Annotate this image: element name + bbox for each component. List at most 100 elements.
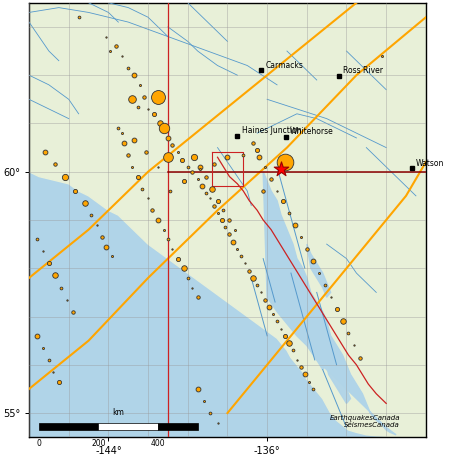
Text: 400: 400 xyxy=(151,439,165,448)
Point xyxy=(214,419,221,426)
Point xyxy=(268,175,275,183)
Point xyxy=(154,163,162,171)
Point xyxy=(293,356,300,364)
Point xyxy=(139,185,146,192)
Point xyxy=(240,151,247,158)
Polygon shape xyxy=(297,307,327,369)
Point xyxy=(327,294,334,301)
Point xyxy=(174,149,181,156)
Point xyxy=(33,235,40,243)
Point xyxy=(141,93,148,101)
Point xyxy=(145,195,152,202)
Polygon shape xyxy=(263,172,396,435)
Point xyxy=(160,124,167,132)
FancyBboxPatch shape xyxy=(39,423,98,431)
Point xyxy=(214,209,221,216)
Point xyxy=(115,124,122,132)
Text: 0: 0 xyxy=(36,439,41,448)
Point xyxy=(61,173,68,180)
Point xyxy=(113,43,120,50)
Point xyxy=(297,364,304,371)
Point xyxy=(184,163,191,171)
Text: km: km xyxy=(112,408,124,417)
Point xyxy=(351,342,358,349)
Point xyxy=(282,158,289,166)
Point xyxy=(103,33,110,40)
Point xyxy=(194,385,201,392)
Point xyxy=(160,226,167,233)
Point xyxy=(128,95,136,103)
Point xyxy=(333,306,340,313)
Point xyxy=(255,154,263,161)
Point xyxy=(206,195,213,202)
Point xyxy=(93,221,100,229)
Point xyxy=(166,187,173,195)
Point xyxy=(250,274,257,281)
Point xyxy=(119,52,126,60)
Polygon shape xyxy=(323,350,351,403)
Point xyxy=(33,332,40,340)
Point xyxy=(234,245,241,252)
Point xyxy=(142,149,150,156)
Point xyxy=(250,139,257,146)
Point xyxy=(202,190,209,197)
Point xyxy=(246,267,253,274)
Point xyxy=(230,238,237,246)
Point xyxy=(164,134,172,142)
Point xyxy=(226,216,233,224)
Point xyxy=(357,354,364,361)
Point xyxy=(168,245,176,252)
Point xyxy=(194,175,201,183)
Point xyxy=(303,245,310,252)
Point xyxy=(208,185,215,192)
FancyBboxPatch shape xyxy=(158,423,198,431)
Point xyxy=(301,371,308,378)
Point xyxy=(164,154,172,161)
Point xyxy=(75,14,82,21)
Point xyxy=(315,269,322,277)
Point xyxy=(41,149,48,156)
Point xyxy=(178,156,185,163)
Point xyxy=(222,224,229,231)
Point xyxy=(107,47,114,55)
Point xyxy=(200,397,207,405)
Point xyxy=(265,303,273,311)
Text: Carmacks: Carmacks xyxy=(265,61,303,70)
Text: Ross River: Ross River xyxy=(343,66,383,75)
Point xyxy=(190,154,197,161)
Point xyxy=(154,216,162,224)
Point xyxy=(188,168,195,175)
Point xyxy=(345,330,352,337)
Point xyxy=(254,146,261,154)
Point xyxy=(125,64,132,72)
Point xyxy=(238,252,245,260)
Text: 200: 200 xyxy=(91,439,106,448)
Point xyxy=(297,233,304,241)
Point xyxy=(196,166,203,173)
Point xyxy=(282,332,289,340)
Point xyxy=(168,141,176,149)
Point xyxy=(180,264,187,272)
Polygon shape xyxy=(285,249,305,307)
Point xyxy=(71,187,78,195)
Point xyxy=(164,235,172,243)
Point xyxy=(128,163,136,171)
Point xyxy=(196,163,203,171)
Point xyxy=(103,243,110,250)
Point xyxy=(150,110,158,118)
Point xyxy=(269,310,277,318)
Point xyxy=(51,272,58,279)
Point xyxy=(188,284,195,291)
Point xyxy=(321,281,328,289)
Point xyxy=(220,207,227,214)
Point xyxy=(136,81,144,89)
Point xyxy=(174,255,181,262)
Point xyxy=(339,318,346,325)
Point xyxy=(194,294,201,301)
Point xyxy=(180,178,187,185)
Polygon shape xyxy=(307,244,330,297)
Point xyxy=(154,93,162,101)
Point xyxy=(232,226,239,233)
Point xyxy=(51,161,58,168)
Point xyxy=(260,187,267,195)
